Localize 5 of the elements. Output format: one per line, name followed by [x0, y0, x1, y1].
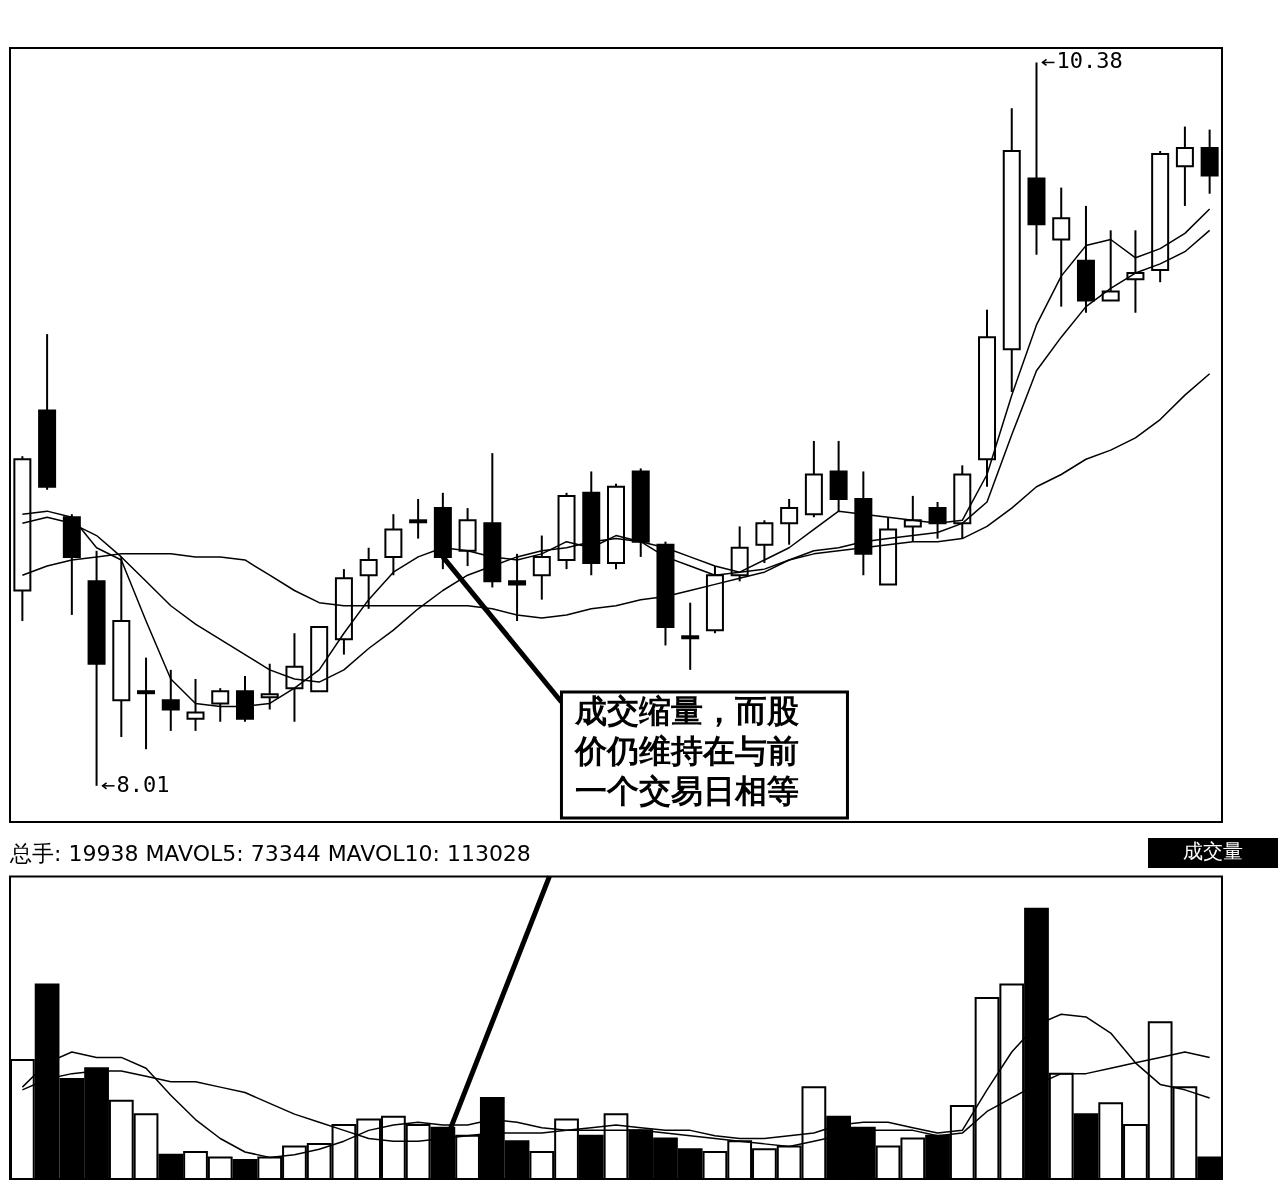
annotation: 成交缩量，而股价仍维持在与前一个交易日相等 — [573, 692, 801, 811]
chart-title: 总手: 19938 MAVOL5: 73344 MAVOL10: 113028 — [9, 840, 531, 866]
annotation: 10.38 — [1056, 48, 1123, 74]
text: 成交量 — [1183, 839, 1243, 864]
annotation: 8.01 — [116, 771, 170, 797]
